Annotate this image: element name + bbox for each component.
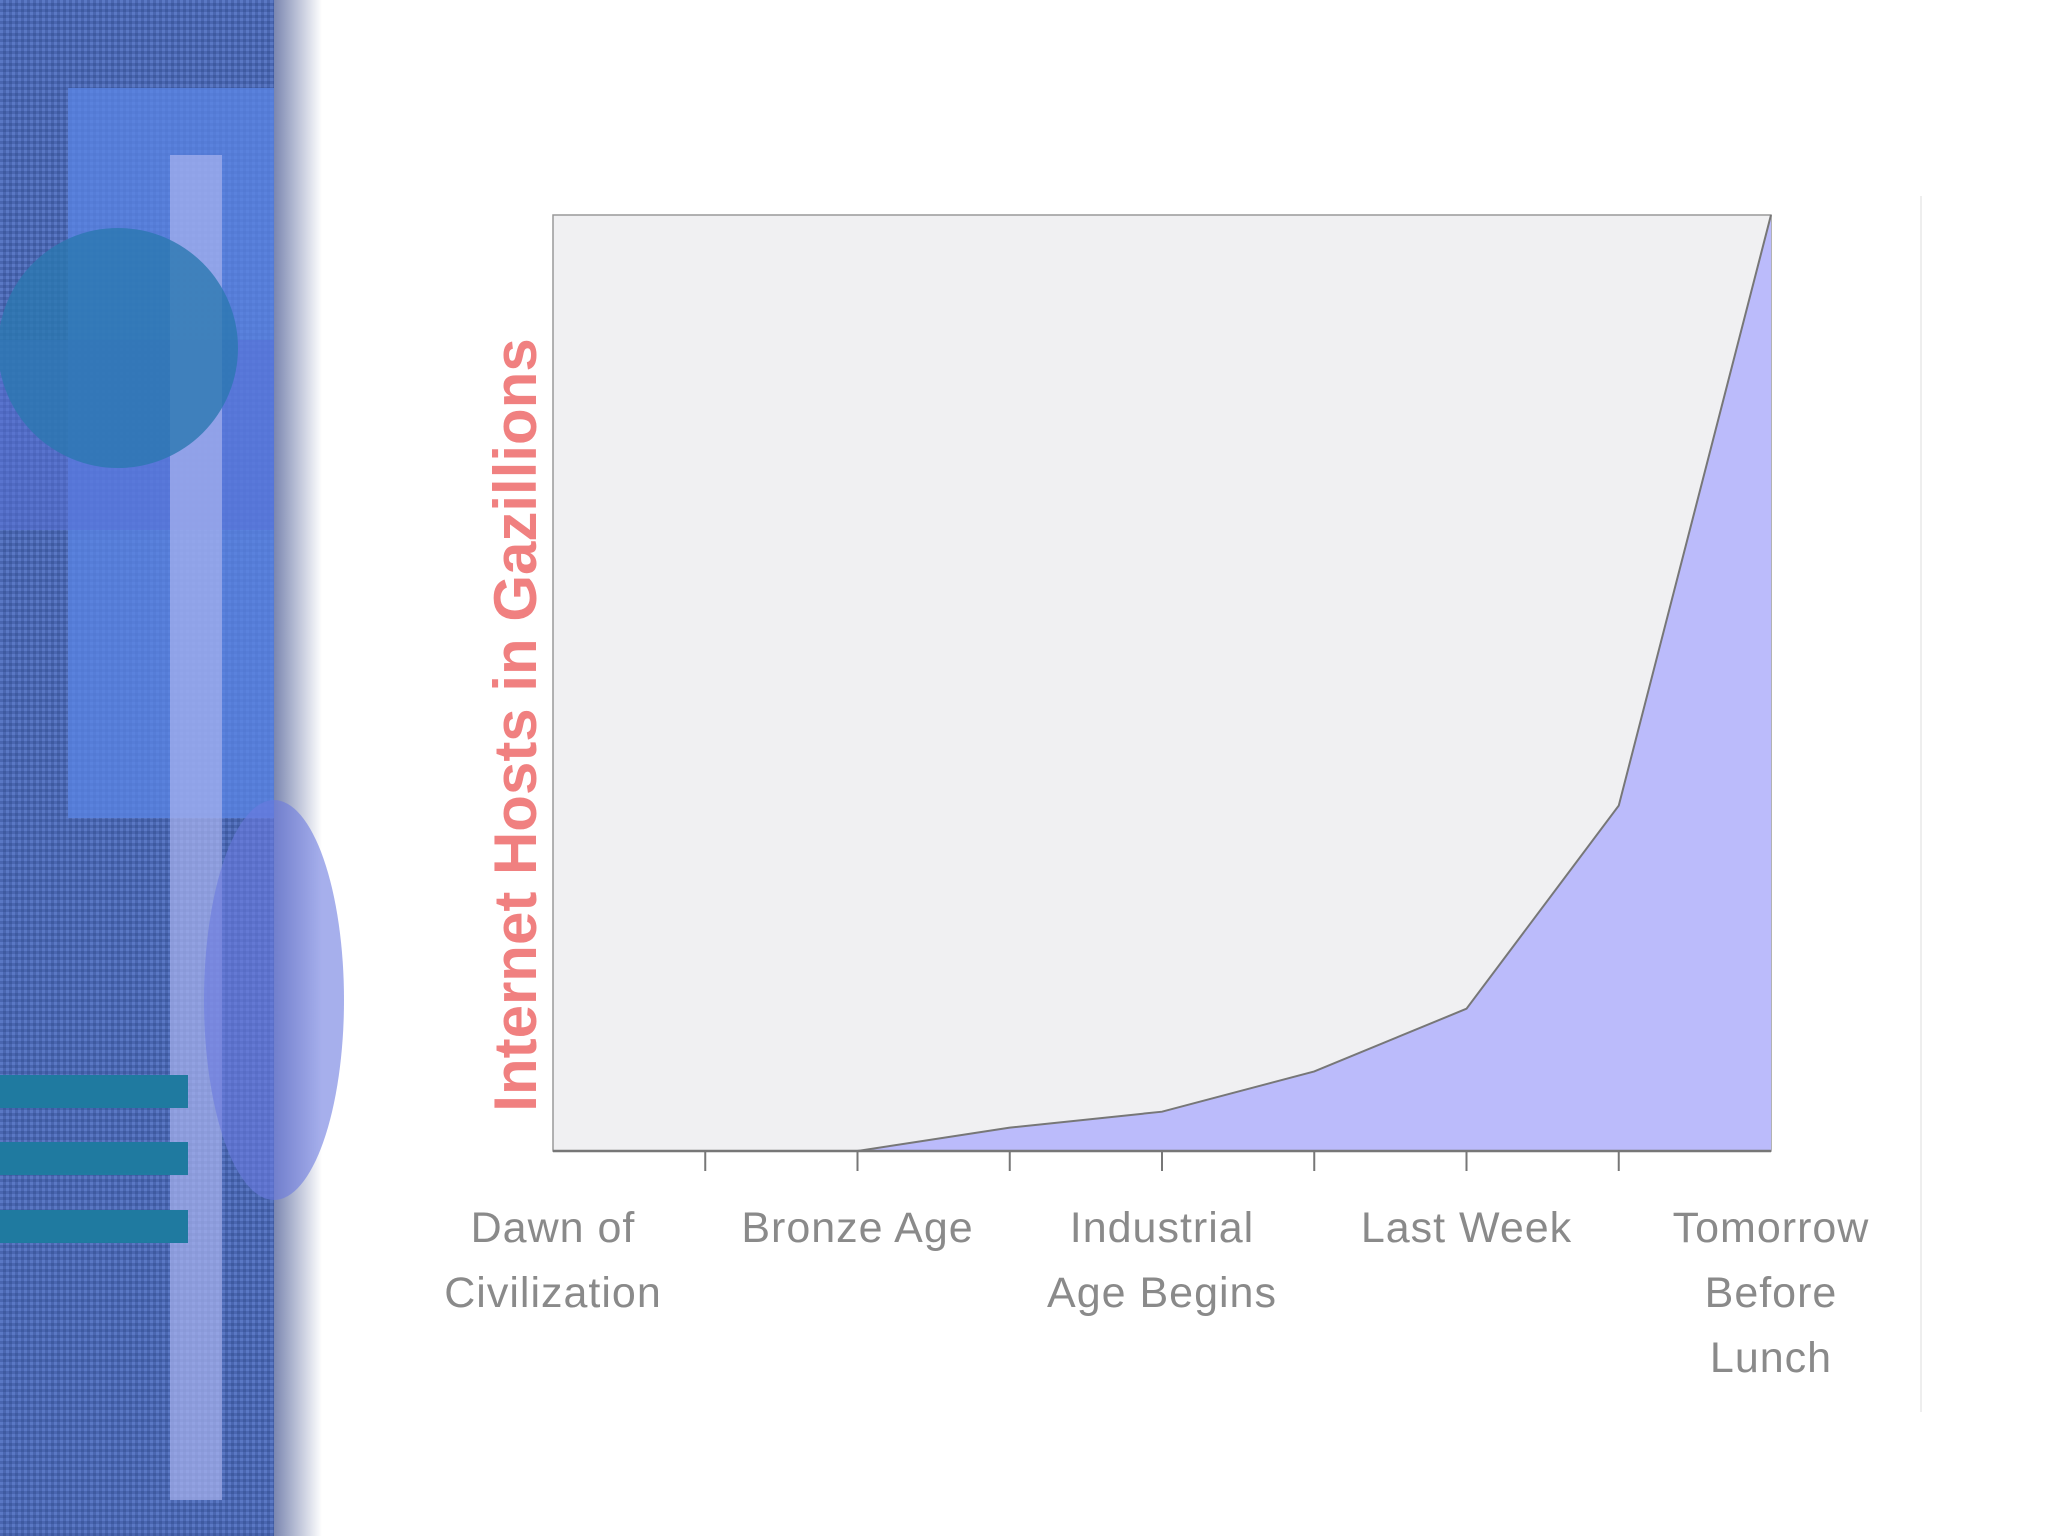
x-tick-label: Dawn of Civilization [444,1204,662,1317]
y-axis-label: Internet Hosts in Gazillions [482,338,549,1111]
x-tick-label: Bronze Age [741,1204,974,1252]
sidebar [0,0,344,1536]
x-tick-label: Industrial Age Begins [1047,1204,1277,1317]
area [553,215,1771,1151]
x-tick-label: Tomorrow Before Lunch [1672,1204,1870,1382]
x-tick-label: Last Week [1360,1204,1573,1252]
